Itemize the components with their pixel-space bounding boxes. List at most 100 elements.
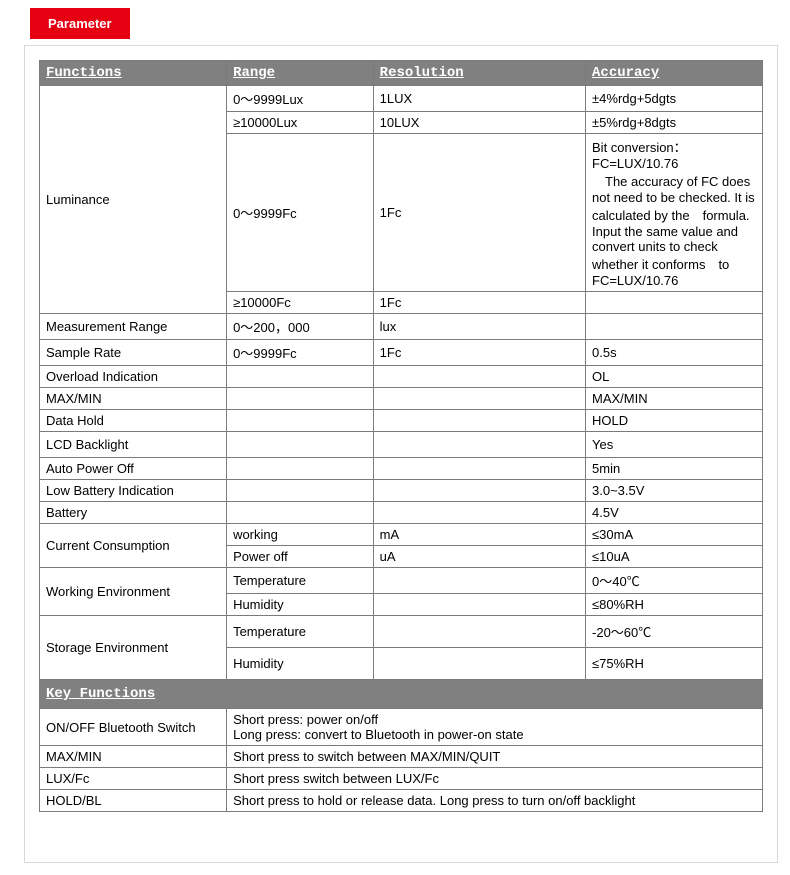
cell-acc: 4.5V xyxy=(586,502,763,524)
spec-panel: Functions Range Resolution Accuracy Lumi… xyxy=(24,45,778,863)
cell-acc: -20～60℃ xyxy=(586,616,763,648)
col-functions: Functions xyxy=(40,61,227,86)
cell-desc: Short press to hold or release data. Lon… xyxy=(227,790,763,812)
cell-range: 0～9999Fc xyxy=(227,134,374,292)
cell-label: MAX/MIN xyxy=(40,388,227,410)
key-functions-header-row: Key Functions xyxy=(40,680,763,709)
cell-res xyxy=(373,458,585,480)
cell-acc: ≤30mA xyxy=(586,524,763,546)
cell-label: LUX/Fc xyxy=(40,768,227,790)
cell-label: Current Consumption xyxy=(40,524,227,568)
cell-res xyxy=(373,388,585,410)
cell-desc: Short press: power on/off Long press: co… xyxy=(227,709,763,746)
cell-range: Humidity xyxy=(227,594,374,616)
table-row: Overload Indication OL xyxy=(40,366,763,388)
cell-label: Measurement Range xyxy=(40,314,227,340)
table-row: Auto Power Off 5min xyxy=(40,458,763,480)
cell-range xyxy=(227,502,374,524)
parameter-tab[interactable]: Parameter xyxy=(30,8,130,39)
spec-table: Functions Range Resolution Accuracy Lumi… xyxy=(39,60,763,812)
table-row: LCD Backlight Yes xyxy=(40,432,763,458)
cell-acc: MAX/MIN xyxy=(586,388,763,410)
table-row: Current Consumption working mA ≤30mA xyxy=(40,524,763,546)
col-accuracy: Accuracy xyxy=(586,61,763,86)
cell-label: ON/OFF Bluetooth Switch xyxy=(40,709,227,746)
cell-label: Luminance xyxy=(40,86,227,314)
cell-range xyxy=(227,410,374,432)
cell-res xyxy=(373,480,585,502)
cell-label: Data Hold xyxy=(40,410,227,432)
cell-acc: ±5%rdg+8dgts xyxy=(586,112,763,134)
cell-label: Storage Environment xyxy=(40,616,227,680)
cell-label: Low Battery Indication xyxy=(40,480,227,502)
cell-range: 0～9999Fc xyxy=(227,340,374,366)
cell-res xyxy=(373,366,585,388)
cell-acc: HOLD xyxy=(586,410,763,432)
cell-range: ≥10000Lux xyxy=(227,112,374,134)
cell-acc: 0.5s xyxy=(586,340,763,366)
table-row: Low Battery Indication 3.0~3.5V xyxy=(40,480,763,502)
cell-res: mA xyxy=(373,524,585,546)
table-row: Luminance 0～9999Lux 1LUX ±4%rdg+5dgts xyxy=(40,86,763,112)
cell-label: Battery xyxy=(40,502,227,524)
table-row: LUX/Fc Short press switch between LUX/Fc xyxy=(40,768,763,790)
cell-acc: OL xyxy=(586,366,763,388)
table-row: MAX/MIN Short press to switch between MA… xyxy=(40,746,763,768)
table-row: Sample Rate 0～9999Fc 1Fc 0.5s xyxy=(40,340,763,366)
cell-res: lux xyxy=(373,314,585,340)
cell-res xyxy=(373,410,585,432)
cell-res xyxy=(373,648,585,680)
cell-range: Temperature xyxy=(227,616,374,648)
cell-res xyxy=(373,568,585,594)
cell-range: Power off xyxy=(227,546,374,568)
cell-label: Working Environment xyxy=(40,568,227,616)
header-row: Functions Range Resolution Accuracy xyxy=(40,61,763,86)
col-resolution: Resolution xyxy=(373,61,585,86)
cell-res: 1LUX xyxy=(373,86,585,112)
cell-range: 0～9999Lux xyxy=(227,86,374,112)
cell-range xyxy=(227,366,374,388)
cell-label: Auto Power Off xyxy=(40,458,227,480)
table-row: Battery 4.5V xyxy=(40,502,763,524)
table-row: MAX/MIN MAX/MIN xyxy=(40,388,763,410)
cell-acc xyxy=(586,314,763,340)
cell-acc: Yes xyxy=(586,432,763,458)
cell-acc: 3.0~3.5V xyxy=(586,480,763,502)
cell-res xyxy=(373,616,585,648)
cell-res xyxy=(373,432,585,458)
cell-acc: ≤10uA xyxy=(586,546,763,568)
cell-range xyxy=(227,432,374,458)
cell-res: uA xyxy=(373,546,585,568)
cell-res: 1Fc xyxy=(373,340,585,366)
cell-range: working xyxy=(227,524,374,546)
cell-range xyxy=(227,458,374,480)
cell-desc: Short press switch between LUX/Fc xyxy=(227,768,763,790)
cell-range: 0～200，000 xyxy=(227,314,374,340)
cell-label: HOLD/BL xyxy=(40,790,227,812)
desc-line2: Long press: convert to Bluetooth in powe… xyxy=(233,727,524,742)
table-row: ON/OFF Bluetooth Switch Short press: pow… xyxy=(40,709,763,746)
cell-label: Overload Indication xyxy=(40,366,227,388)
table-row: Measurement Range 0～200，000 lux xyxy=(40,314,763,340)
cell-res: 1Fc xyxy=(373,292,585,314)
key-functions-header: Key Functions xyxy=(40,680,763,709)
cell-label: Sample Rate xyxy=(40,340,227,366)
cell-acc: ≤75%RH xyxy=(586,648,763,680)
cell-res: 10LUX xyxy=(373,112,585,134)
cell-range: ≥10000Fc xyxy=(227,292,374,314)
cell-res: 1Fc xyxy=(373,134,585,292)
cell-acc: 5min xyxy=(586,458,763,480)
cell-acc: ±4%rdg+5dgts xyxy=(586,86,763,112)
cell-range xyxy=(227,388,374,410)
cell-acc: 0～40℃ xyxy=(586,568,763,594)
cell-desc: Short press to switch between MAX/MIN/QU… xyxy=(227,746,763,768)
cell-res xyxy=(373,502,585,524)
table-row: Data Hold HOLD xyxy=(40,410,763,432)
cell-range: Temperature xyxy=(227,568,374,594)
desc-line1: Short press: power on/off xyxy=(233,712,378,727)
cell-acc: ≤80%RH xyxy=(586,594,763,616)
cell-label: MAX/MIN xyxy=(40,746,227,768)
cell-label: LCD Backlight xyxy=(40,432,227,458)
cell-acc: Bit conversion：FC=LUX/10.76 The accuracy… xyxy=(586,134,763,292)
cell-acc xyxy=(586,292,763,314)
